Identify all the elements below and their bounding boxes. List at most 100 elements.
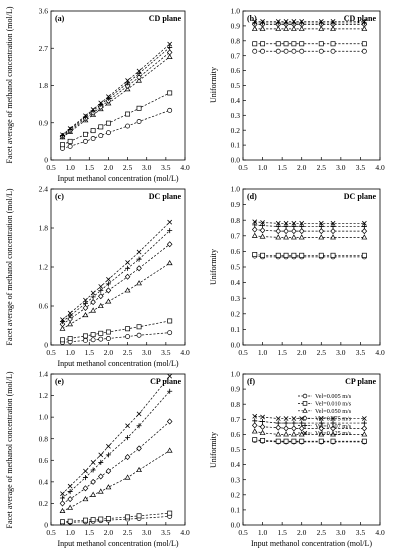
data-point [136,332,142,338]
data-point [83,333,88,339]
data-point [299,438,305,444]
data-point [82,475,88,481]
data-point [299,220,305,226]
data-point [83,113,88,119]
data-point [252,19,258,24]
x-tick-label: 3.5 [356,348,366,357]
y-tick-label: 0.8 [231,216,241,225]
x-tick-label: 3.0 [336,528,346,537]
data-point [59,133,66,139]
data-point [298,234,305,240]
data-point [105,120,111,126]
data-point [166,53,173,59]
x-tick-label: 4.0 [375,348,385,357]
data-point [166,418,173,425]
data-point [330,416,336,421]
data-point [90,307,97,313]
data-point [260,252,266,258]
data-point [136,74,142,81]
data-point [361,19,367,24]
data-point [275,48,281,54]
data-point [136,119,142,124]
data-point [67,315,73,323]
data-point [361,438,367,444]
data-point [361,252,367,258]
data-point [136,256,142,262]
data-point [318,425,325,432]
x-tick-label: 4.0 [180,163,190,172]
data-point [90,128,96,134]
data-point [136,423,142,429]
data-point [290,234,297,240]
y-tick-label: 0.4 [39,477,49,486]
y-tick-label: 1.8 [39,224,49,233]
data-point [318,19,324,24]
data-point [90,337,96,343]
series-line [62,47,170,136]
data-point [299,41,305,47]
data-point [361,48,367,54]
y-axis-label: Uniformity [209,249,218,285]
x-tick-label: 2.0 [104,163,114,172]
data-point [67,518,73,524]
data-point [252,413,258,419]
data-point [82,304,89,311]
data-point [167,107,173,113]
chart-panel: 0 0.6 1.2 1.8 2.4 0.5 1.0 1.5 2.0 2.5 3.0 3.5 4.0Inp… [5,185,190,368]
data-point [318,416,324,421]
data-point [283,25,289,31]
x-tick-label: 3.5 [161,528,171,537]
data-point [291,420,297,426]
data-point [136,411,142,417]
data-point [318,48,324,54]
data-point [318,431,325,437]
data-point [136,105,142,111]
x-tick-label: 1.5 [85,348,95,357]
data-point [60,132,65,138]
x-axis-label: Input methanol concentration (mol/L) [57,539,178,548]
y-tick-label: 0.2 [39,499,49,508]
data-point [83,517,88,523]
data-point [67,336,73,341]
data-point [251,25,258,31]
data-point [291,228,297,235]
data-point [252,437,258,443]
y-tick-label: 0.8 [231,400,241,409]
data-point [166,447,173,453]
data-point [291,48,297,54]
data-point [166,49,173,56]
y-tick-label: 1.2 [39,263,49,272]
y-tick-label: 0.4 [231,460,241,469]
plot-frame [50,10,186,161]
data-point [283,223,289,229]
data-point [299,19,305,24]
data-point [361,431,368,437]
data-point [330,48,336,54]
data-point [291,19,297,24]
data-point [67,143,73,149]
series-line [62,320,170,341]
y-tick-label: 1.4 [39,370,49,379]
x-tick-label: 1.0 [258,348,268,357]
data-point [275,416,281,421]
y-tick-label: 0.1 [231,506,241,515]
data-point [125,334,131,339]
data-point [125,423,130,429]
x-tick-label: 2.5 [123,163,133,172]
data-point [330,252,336,258]
x-axis-label: Input methanol concentration (mol/L) [57,359,178,368]
data-point [252,222,258,228]
legend-label: Vel=0.010 m/s [315,401,352,408]
data-point [167,318,173,324]
series-line [62,262,170,330]
y-tick-label: 0.1 [231,325,241,334]
data-point [299,48,305,54]
data-point [298,425,305,432]
y-tick-label: 1.8 [39,81,49,90]
legend-marker [302,401,308,406]
data-point [125,123,131,129]
y-tick-label: 0.8 [39,434,49,443]
data-point [67,489,73,495]
data-point [67,504,74,510]
x-tick-label: 4.0 [180,348,190,357]
